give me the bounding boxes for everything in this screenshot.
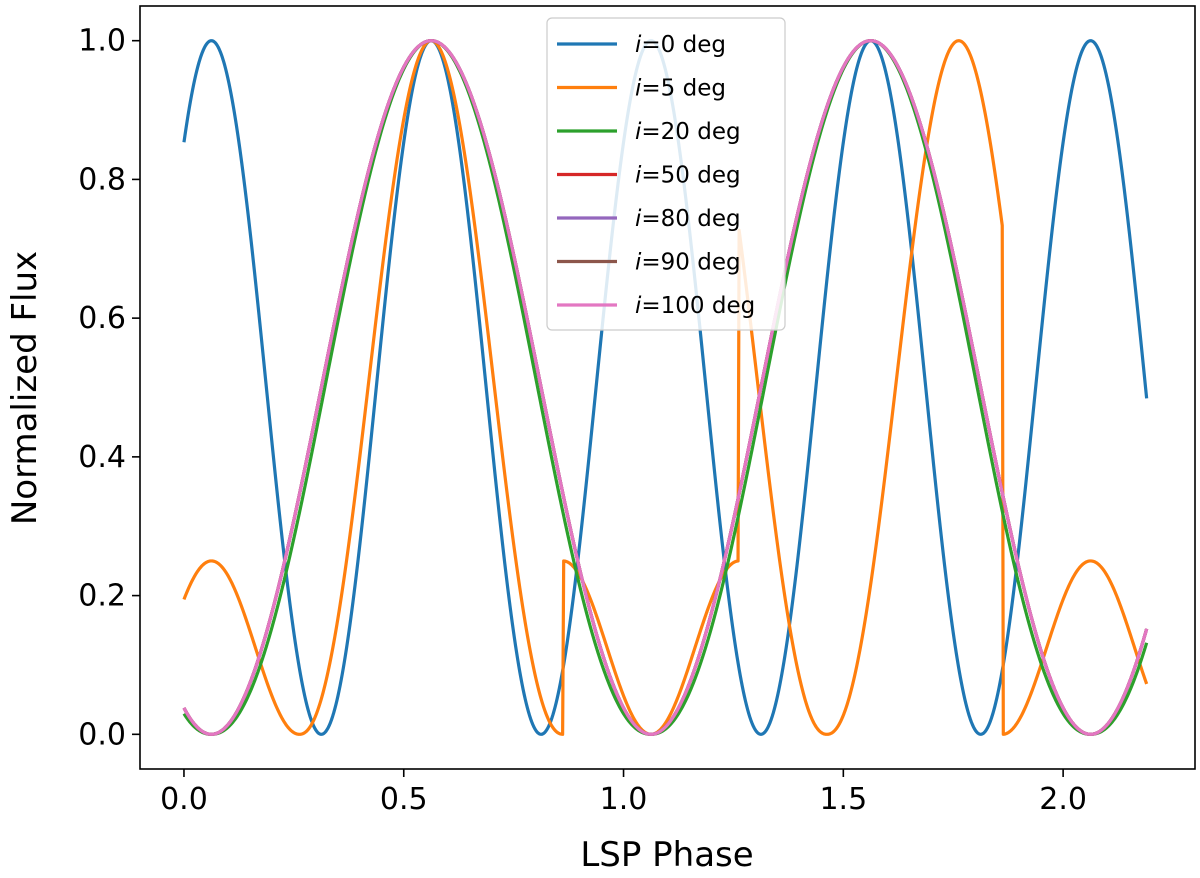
legend: i=0 deg i=5 deg i=20 deg i=50 deg i=80 deg i=…: [546, 17, 786, 331]
y-axis-label: Normalized Flux: [5, 251, 45, 525]
x-tick-label: 1.5: [819, 782, 867, 817]
y-tick-label: 0.0: [78, 717, 126, 752]
x-tick-label: 1.0: [600, 782, 648, 817]
series-line-6: [182, 39, 1149, 736]
legend-label-6: i=100 deg: [635, 293, 755, 319]
legend-label-2: i=20 deg: [635, 119, 741, 145]
legend-label-5: i=90 deg: [635, 250, 741, 276]
y-tick-label: 0.8: [78, 162, 126, 197]
series-line-1: [182, 39, 1149, 736]
y-axis: 0.0 0.2 0.4 0.6 0.8 1.0: [78, 24, 140, 752]
y-tick-label: 0.6: [78, 301, 126, 336]
legend-label-3: i=50 deg: [635, 163, 741, 189]
y-tick-label: 1.0: [78, 24, 126, 59]
x-tick-label: 0.0: [160, 782, 208, 817]
plot-area: [139, 5, 1196, 770]
legend-box: [546, 17, 786, 331]
legend-label-1: i=5 deg: [635, 76, 726, 102]
legend-label-0: i=0 deg: [635, 32, 726, 58]
x-tick-label: 2.0: [1039, 782, 1087, 817]
y-tick-label: 0.4: [78, 440, 126, 475]
series-group: [182, 39, 1149, 736]
x-tick-label: 0.5: [380, 782, 428, 817]
x-axis: 0.0 0.5 1.0 1.5 2.0: [160, 769, 1087, 817]
y-tick-label: 0.2: [78, 579, 126, 614]
legend-label-4: i=80 deg: [635, 206, 741, 232]
plot-frame: [139, 5, 1196, 770]
x-axis-label: LSP Phase: [580, 835, 753, 875]
